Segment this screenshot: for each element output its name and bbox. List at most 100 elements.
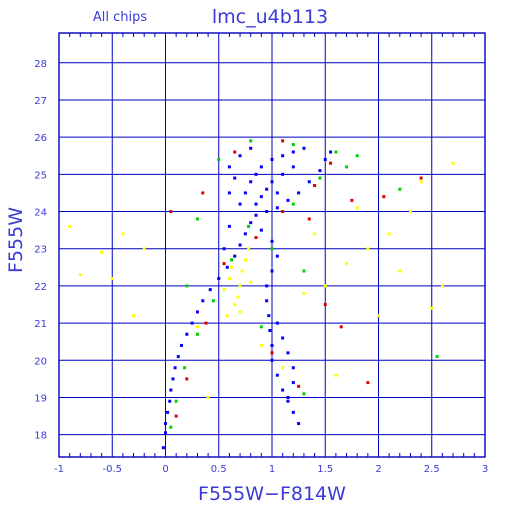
data-point bbox=[222, 262, 226, 266]
data-point bbox=[281, 336, 285, 340]
data-point bbox=[204, 321, 208, 325]
data-point bbox=[350, 198, 354, 202]
data-point bbox=[236, 295, 240, 299]
data-point bbox=[227, 191, 231, 195]
data-point bbox=[254, 236, 258, 240]
y-axis-label: F555W bbox=[5, 207, 27, 273]
data-point bbox=[233, 254, 237, 258]
data-point bbox=[275, 254, 279, 258]
data-point bbox=[265, 284, 269, 288]
data-point bbox=[265, 210, 269, 214]
grid-lines bbox=[58, 33, 486, 457]
data-point bbox=[297, 422, 301, 426]
x-tick-labels: -1 -0.5 0 0.5 1 1.5 2 2.5 3 bbox=[54, 464, 488, 475]
data-point bbox=[419, 180, 423, 184]
data-point bbox=[233, 150, 237, 154]
chart-title: lmc_u4b113 bbox=[212, 6, 328, 28]
data-point bbox=[190, 321, 194, 325]
data-point bbox=[195, 332, 199, 336]
data-point bbox=[334, 150, 338, 154]
data-point bbox=[247, 224, 251, 228]
data-point bbox=[230, 265, 234, 269]
data-point bbox=[259, 165, 263, 169]
data-point bbox=[195, 325, 199, 329]
data-point bbox=[121, 232, 125, 236]
data-point bbox=[286, 351, 290, 355]
data-point bbox=[281, 139, 285, 143]
data-point bbox=[307, 180, 311, 184]
data-point bbox=[259, 325, 263, 329]
data-point bbox=[254, 202, 258, 206]
data-point bbox=[313, 183, 317, 187]
x-tick-label: -1 bbox=[54, 464, 64, 475]
x-tick-label: 2.5 bbox=[424, 464, 440, 475]
data-point bbox=[171, 377, 175, 381]
data-point bbox=[387, 232, 391, 236]
data-point bbox=[254, 213, 258, 217]
data-point bbox=[240, 269, 244, 273]
data-point bbox=[208, 288, 212, 292]
data-point bbox=[185, 284, 189, 288]
data-point bbox=[110, 276, 114, 280]
data-point bbox=[291, 150, 295, 154]
data-point bbox=[307, 217, 311, 221]
data-point bbox=[78, 273, 82, 277]
data-point bbox=[173, 366, 177, 370]
data-point bbox=[249, 280, 253, 284]
data-point bbox=[195, 310, 199, 314]
x-tick-label: 0.5 bbox=[211, 464, 227, 475]
data-point bbox=[217, 157, 221, 161]
data-point bbox=[345, 262, 349, 266]
y-tick-label: 26 bbox=[34, 133, 47, 144]
data-point bbox=[291, 165, 295, 169]
data-point bbox=[222, 247, 226, 251]
data-point bbox=[195, 217, 199, 221]
data-point bbox=[286, 198, 290, 202]
y-tick-label: 19 bbox=[34, 393, 47, 404]
data-point bbox=[217, 276, 221, 280]
x-tick-label: -0.5 bbox=[102, 464, 122, 475]
data-point bbox=[270, 247, 274, 251]
data-point bbox=[247, 247, 251, 251]
data-point bbox=[297, 384, 301, 388]
data-point bbox=[270, 269, 274, 273]
data-point bbox=[275, 191, 279, 195]
data-point bbox=[174, 399, 178, 403]
data-points bbox=[68, 139, 455, 450]
data-point bbox=[132, 314, 136, 318]
data-point bbox=[222, 288, 226, 292]
data-point bbox=[302, 291, 306, 295]
y-tick-label: 23 bbox=[34, 245, 47, 256]
data-point bbox=[323, 157, 327, 161]
data-point bbox=[164, 431, 167, 435]
data-point bbox=[270, 358, 274, 362]
x-tick-label: 1.5 bbox=[317, 464, 333, 475]
data-point bbox=[185, 332, 189, 336]
data-point bbox=[238, 202, 242, 206]
data-point bbox=[169, 210, 173, 214]
data-point bbox=[185, 377, 189, 381]
data-point bbox=[318, 176, 322, 180]
y-tick-label: 28 bbox=[34, 59, 47, 70]
data-point bbox=[270, 343, 274, 347]
data-point bbox=[206, 395, 210, 399]
data-point bbox=[249, 139, 253, 143]
x-tick-label: 2 bbox=[375, 464, 381, 475]
data-point bbox=[451, 161, 455, 165]
data-point bbox=[100, 250, 104, 254]
data-point bbox=[238, 284, 242, 288]
data-point bbox=[382, 195, 386, 199]
data-point bbox=[225, 265, 229, 269]
data-point bbox=[377, 314, 380, 318]
data-point bbox=[166, 410, 170, 414]
data-point bbox=[267, 314, 271, 318]
data-point bbox=[238, 154, 242, 158]
data-point bbox=[230, 258, 234, 262]
data-point bbox=[329, 161, 333, 165]
data-point bbox=[291, 366, 295, 370]
data-point bbox=[225, 314, 229, 318]
data-point bbox=[302, 392, 306, 396]
y-tick-label: 21 bbox=[34, 319, 47, 330]
data-point bbox=[286, 399, 290, 403]
data-point bbox=[270, 157, 274, 161]
